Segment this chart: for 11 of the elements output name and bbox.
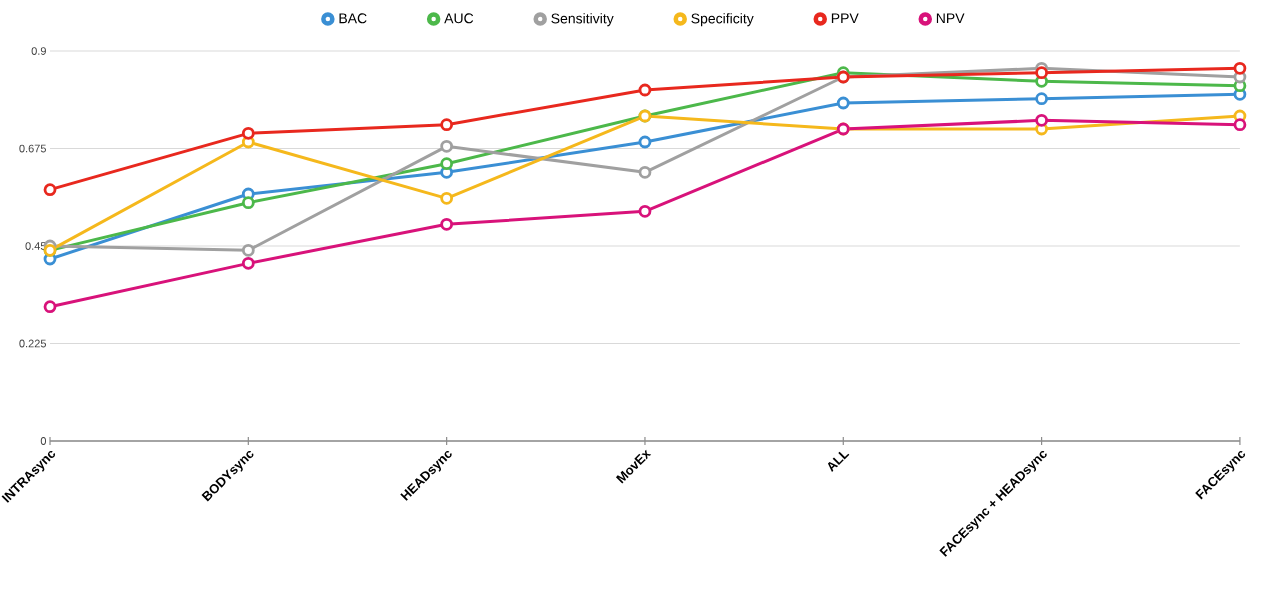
legend-label: BAC: [339, 13, 367, 24]
legend-label: Specificity: [691, 13, 754, 27]
y-tick-label: 0.675: [19, 144, 46, 153]
legend-label: Sensitivity: [551, 13, 614, 27]
y-tick-label: 0: [40, 437, 47, 445]
legend-label: AUC: [444, 13, 474, 24]
legend-label: PPV: [831, 13, 859, 24]
y-tick-label: 0.225: [19, 339, 46, 348]
y-tick-label: 0.9: [31, 47, 46, 55]
legend-label: NPV: [936, 13, 965, 24]
x-tick-label: ALL: [827, 451, 850, 473]
